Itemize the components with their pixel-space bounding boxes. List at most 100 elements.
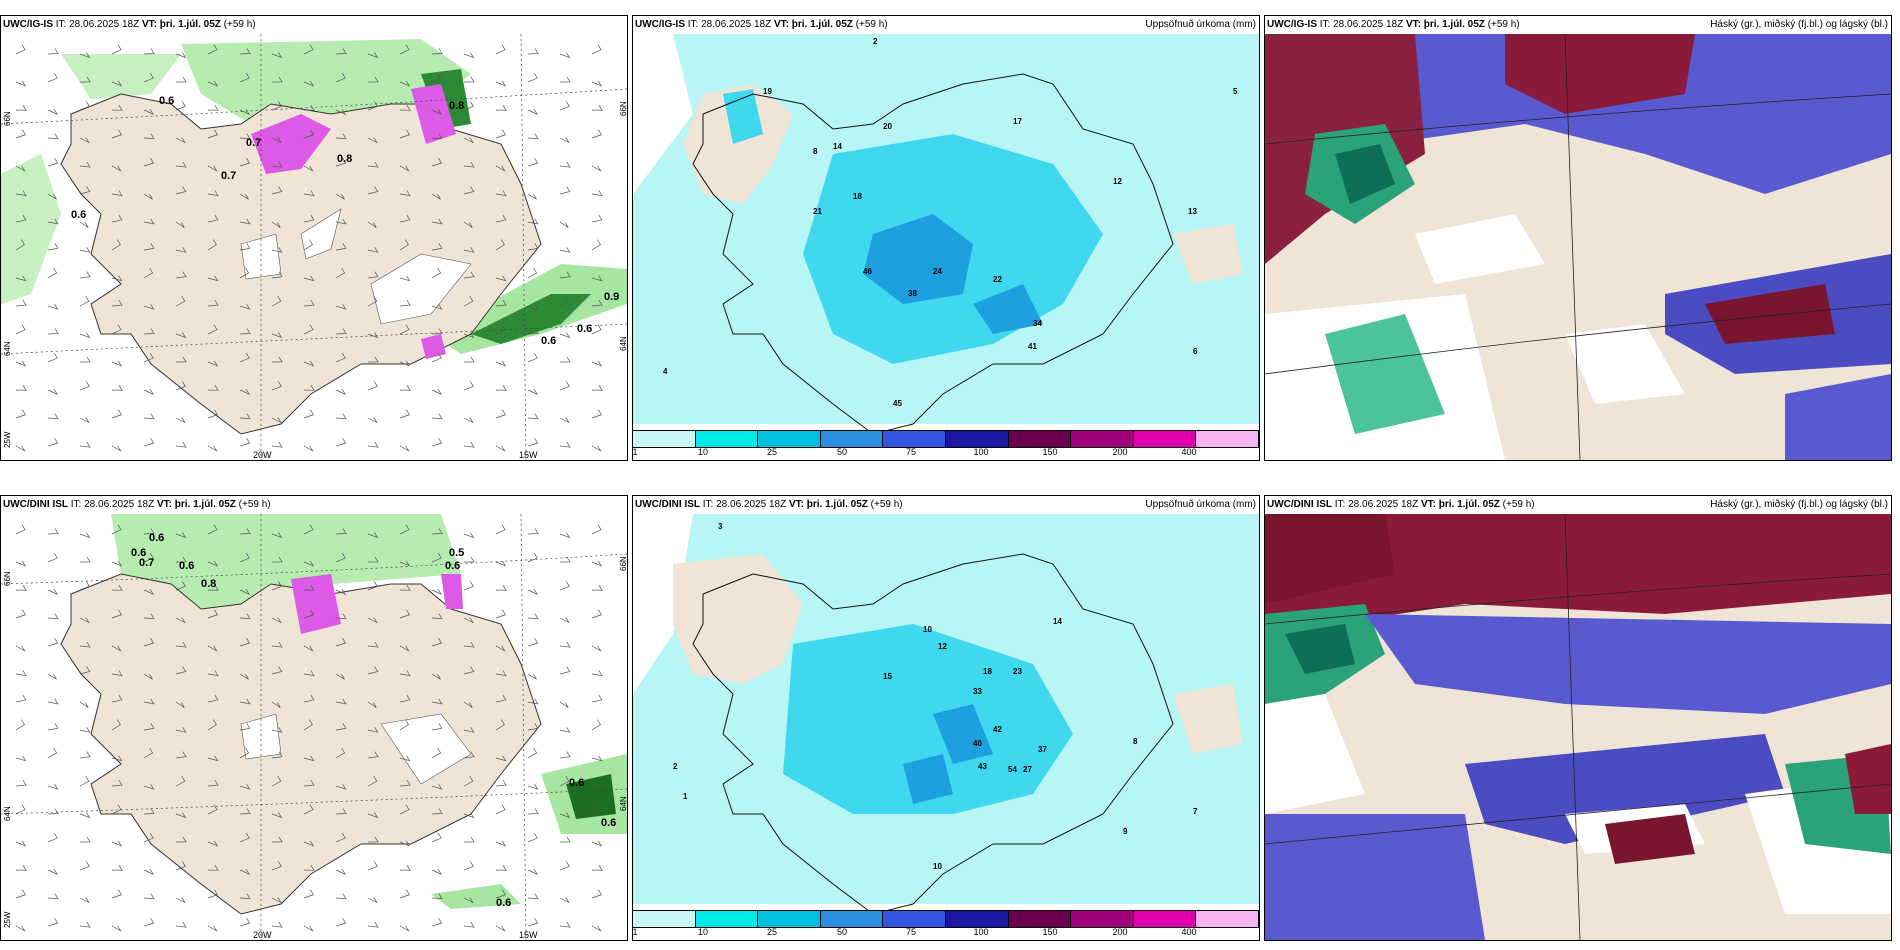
wind-barb — [463, 356, 475, 363]
wind-barb — [271, 101, 282, 111]
wind-barb — [559, 101, 570, 111]
wind-barb — [367, 417, 378, 424]
wind-barb — [15, 324, 26, 335]
wind-barb — [15, 840, 27, 847]
cloud-map — [1265, 34, 1891, 460]
lon-label: 25W — [3, 911, 12, 928]
wind-barb — [143, 698, 155, 705]
lat-label: 64N — [3, 341, 12, 356]
wind-barb — [175, 137, 186, 144]
legend-swatch — [820, 911, 884, 927]
wind-barb — [111, 779, 123, 787]
svg-text:42: 42 — [993, 725, 1002, 734]
wind-barb — [431, 267, 442, 279]
wind-barb — [207, 409, 218, 419]
wind-barb — [207, 719, 217, 731]
lat-label: 64N — [619, 336, 628, 351]
wind-barb — [559, 417, 570, 424]
wind-barb — [303, 609, 314, 619]
wind-barb — [399, 385, 411, 391]
wind-barb — [399, 840, 411, 847]
wind-barb — [79, 836, 91, 843]
wind-barb — [79, 76, 91, 83]
lat-label: 66N — [3, 111, 12, 126]
wind-barb — [239, 48, 251, 55]
svg-text:24: 24 — [933, 267, 942, 276]
wind-barb — [15, 165, 26, 172]
wind-barb — [175, 836, 187, 843]
wind-barb — [47, 133, 59, 140]
lon-label: 25W — [3, 431, 12, 448]
wind-barb — [175, 641, 187, 648]
wind-barb — [79, 417, 90, 424]
wind-barb — [591, 585, 603, 591]
wind-barb — [463, 921, 475, 928]
wind-barb — [495, 445, 506, 452]
wind-barb — [463, 581, 474, 591]
wind-barb — [367, 332, 379, 339]
svg-text:4: 4 — [663, 367, 668, 376]
vt-label: VT: — [156, 499, 172, 510]
wind-barb — [303, 105, 315, 111]
wind-barb — [111, 524, 122, 535]
svg-text:0.7: 0.7 — [139, 557, 154, 569]
wind-barb — [239, 893, 251, 900]
wind-barb — [431, 193, 441, 200]
wind-barb — [79, 727, 91, 733]
wind-value: 0.6 — [159, 95, 174, 107]
wind-barb — [431, 552, 442, 563]
wind-barb — [271, 666, 283, 675]
wind-barb — [47, 552, 58, 563]
wind-barb — [175, 861, 186, 871]
wind-barb — [303, 324, 314, 335]
wind-barb — [527, 243, 539, 251]
wind-barb — [303, 409, 314, 419]
wind-barb — [463, 137, 474, 144]
svg-text:0.6: 0.6 — [569, 777, 584, 789]
wind-barb — [591, 445, 602, 452]
wind-barb — [431, 528, 443, 535]
wind-barb — [559, 701, 569, 708]
panel-wind-igis: UWC/IG-IS IT: 28.06.2025 18Z VT: þri. 1.… — [0, 15, 628, 461]
wind-barb — [335, 673, 345, 680]
wind-barb — [399, 609, 410, 619]
wind-barb — [47, 388, 58, 395]
legend-swatch — [883, 911, 946, 927]
wind-barb — [591, 80, 603, 87]
wind-barb — [271, 271, 283, 279]
svg-text:15: 15 — [883, 672, 892, 681]
legend-swatch — [883, 431, 946, 447]
wind-barb — [399, 889, 410, 899]
wind-barb — [367, 812, 379, 819]
wind-barb — [463, 836, 475, 843]
wind-barb — [367, 137, 378, 144]
wind-barb — [495, 239, 505, 251]
wind-barb — [591, 840, 603, 847]
legend-swatch — [695, 431, 759, 447]
wind-barb — [431, 157, 443, 167]
wind-barb — [591, 560, 603, 567]
svg-text:54: 54 — [1008, 765, 1017, 774]
svg-text:2: 2 — [873, 37, 878, 46]
wind-barb — [271, 897, 282, 904]
wind-barb — [15, 889, 26, 899]
wind-value: 0.8 — [449, 100, 464, 112]
wind-barb — [303, 44, 314, 55]
wind-barb — [431, 917, 443, 927]
wind-barb — [175, 776, 186, 787]
wind-barb — [367, 861, 378, 871]
wind-barb — [591, 409, 602, 419]
wind-barb — [399, 105, 411, 111]
wind-barb — [239, 157, 251, 167]
svg-text:0.6: 0.6 — [601, 817, 616, 829]
wind-barb — [271, 727, 283, 733]
wind-barb — [79, 271, 91, 279]
wind-barb — [399, 865, 411, 871]
svg-text:0.6: 0.6 — [496, 897, 511, 909]
wind-barb — [367, 701, 377, 708]
model-name: UWC/IG-IS — [3, 19, 53, 30]
wind-barb — [47, 673, 57, 680]
wind-barb — [399, 44, 410, 55]
wind-barb — [335, 218, 347, 225]
wind-barb — [271, 751, 283, 759]
